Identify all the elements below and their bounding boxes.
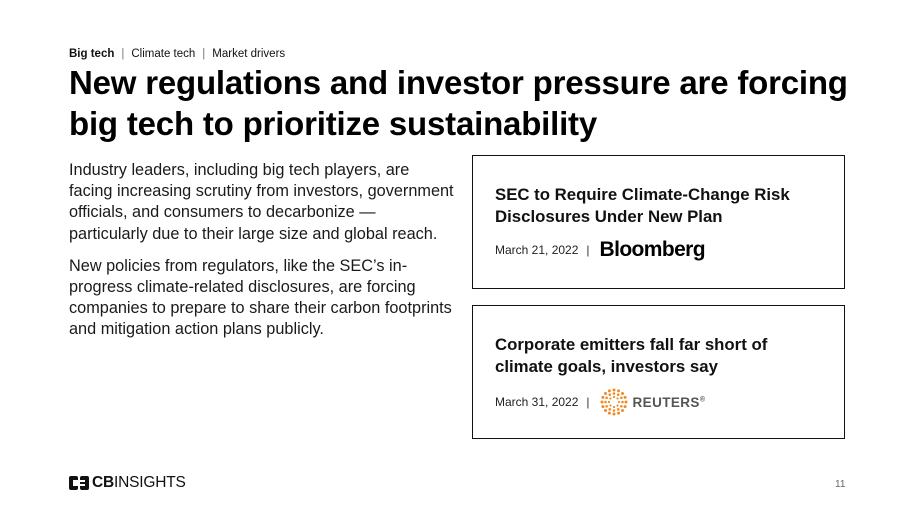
body-text: Industry leaders, including big tech pla… [69, 160, 454, 352]
breadcrumb-item-big-tech[interactable]: Big tech [69, 48, 115, 60]
reuters-dot [604, 396, 608, 400]
reuters-dot [612, 405, 615, 409]
meta-separator: | [586, 395, 590, 409]
body-paragraph: Industry leaders, including big tech pla… [69, 161, 454, 243]
news-card-bloomberg[interactable]: SEC to Require Climate-Change Risk Discl… [472, 155, 845, 289]
reuters-dot [604, 404, 608, 408]
news-card-date: March 31, 2022 [495, 395, 579, 409]
reuters-dot [608, 397, 612, 400]
reuters-dot [603, 400, 607, 404]
reuters-dot [612, 412, 616, 416]
reuters-dot [603, 392, 607, 396]
reuters-dot [612, 395, 615, 399]
reuters-dot [607, 389, 611, 393]
reuters-dot [612, 392, 615, 395]
news-card-headline[interactable]: SEC to Require Climate-Change Risk Discl… [495, 185, 790, 226]
breadcrumb-separator: | [202, 48, 206, 60]
reuters-dot-icon [600, 388, 628, 416]
body-paragraph: New policies from regulators, like the S… [69, 256, 452, 339]
reuters-dot [600, 395, 604, 399]
meta-separator: | [586, 243, 590, 257]
reuters-dot [617, 400, 620, 404]
reuters-dot [620, 408, 624, 412]
cb-insights-icon [69, 476, 89, 490]
reuters-dot [619, 404, 623, 408]
reuters-dot [607, 393, 611, 396]
breadcrumb-item-climate-tech[interactable]: Climate tech [131, 48, 196, 60]
breadcrumb: Big tech | Climate tech | Market drivers [69, 48, 285, 60]
reuters-dot [620, 400, 624, 404]
reuters-dot [616, 411, 620, 415]
breadcrumb-separator: | [121, 48, 125, 60]
reuters-dot [624, 400, 628, 404]
news-card-reuters[interactable]: Corporate emitters fall far short of cli… [472, 305, 845, 439]
reuters-dot [616, 389, 620, 393]
reuters-dot [623, 405, 627, 409]
news-card-date: March 21, 2022 [495, 243, 579, 257]
cb-insights-wordmark: CBINSIGHTS [92, 474, 186, 491]
news-card-meta: March 21, 2022 | Bloomberg [495, 238, 706, 262]
reuters-dot [600, 400, 604, 404]
news-card-meta: March 31, 2022 | REUTERS® [495, 388, 705, 416]
news-card-headline[interactable]: Corporate emitters fall far short of cli… [495, 335, 768, 376]
reuters-logo: REUTERS® [600, 388, 706, 416]
page-number: 11 [835, 479, 846, 490]
reuters-dot [607, 408, 611, 411]
reuters-dot [603, 408, 607, 412]
breadcrumb-item-market-drivers[interactable]: Market drivers [212, 48, 286, 60]
reuters-dot [600, 405, 604, 409]
reuters-dot [607, 411, 611, 415]
bloomberg-logo: Bloomberg [599, 238, 706, 261]
reuters-dot [608, 404, 612, 407]
page-title: New regulations and investor pressure ar… [69, 64, 848, 142]
reuters-dot [612, 388, 616, 392]
reuters-dot [616, 408, 620, 411]
reuters-dot [615, 404, 619, 407]
reuters-dot [615, 397, 619, 400]
cb-insights-logo: CBINSIGHTS [69, 474, 186, 492]
reuters-dot [620, 392, 624, 396]
reuters-wordmark: REUTERS® [632, 394, 706, 410]
reuters-dot [616, 393, 620, 396]
reuters-dot [619, 396, 623, 400]
reuters-dot [607, 400, 610, 404]
reuters-dot [623, 395, 627, 399]
reuters-dot [612, 409, 615, 412]
